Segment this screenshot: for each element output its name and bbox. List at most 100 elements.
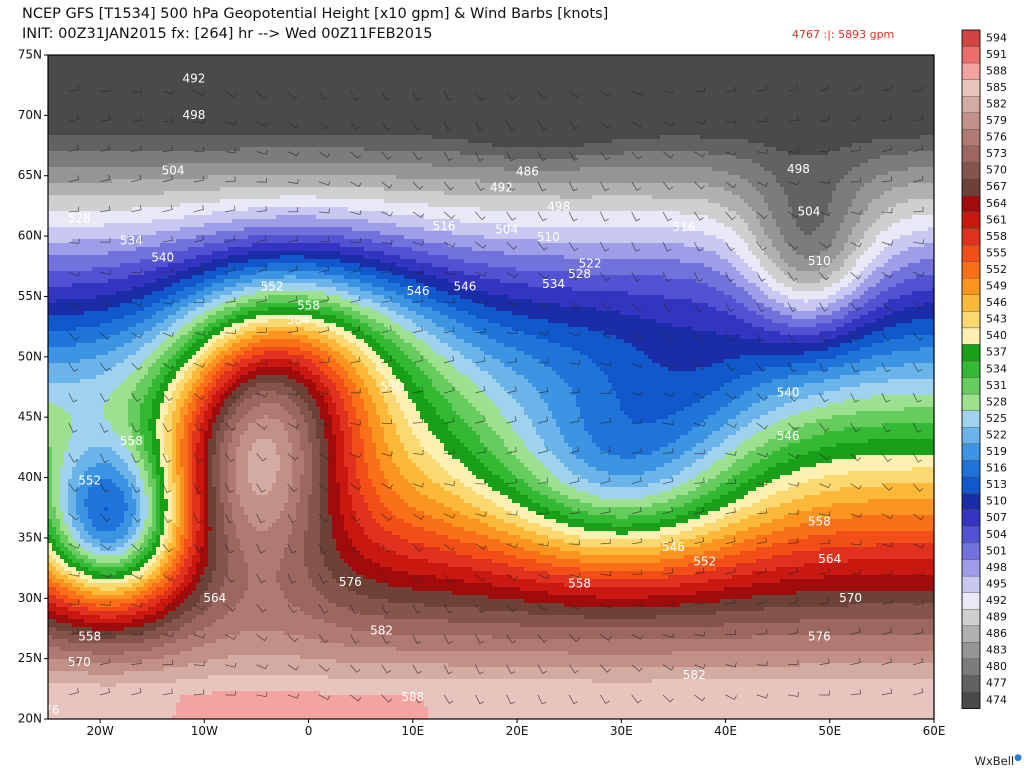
height-cell	[340, 91, 345, 96]
height-cell	[656, 95, 661, 100]
height-cell	[120, 55, 125, 60]
height-cell	[644, 91, 649, 96]
height-cell	[760, 59, 765, 64]
height-cell	[256, 59, 261, 64]
height-cell	[52, 107, 57, 112]
height-cell	[348, 107, 353, 112]
height-cell	[96, 59, 101, 64]
height-cell	[308, 87, 313, 92]
height-cell	[60, 87, 65, 92]
height-cell	[116, 95, 121, 100]
height-cell	[880, 55, 885, 60]
height-cell	[452, 111, 457, 116]
height-cell	[200, 99, 205, 104]
height-cell	[548, 79, 553, 84]
height-cell	[364, 111, 369, 116]
height-cell	[592, 91, 597, 96]
height-cell	[892, 75, 897, 80]
height-cell	[372, 103, 377, 108]
height-cell	[212, 91, 217, 96]
height-cell	[884, 63, 889, 68]
height-cell	[200, 63, 205, 68]
height-cell	[472, 99, 477, 104]
height-cell	[416, 79, 421, 84]
height-cell	[400, 55, 405, 60]
height-cell	[864, 83, 869, 88]
height-cell	[648, 59, 653, 64]
height-cell	[700, 63, 705, 68]
height-cell	[852, 107, 857, 112]
height-cell	[48, 71, 53, 76]
height-cell	[180, 63, 185, 68]
height-cell	[264, 99, 269, 104]
height-cell	[524, 83, 529, 88]
height-cell	[480, 67, 485, 72]
height-cell	[340, 79, 345, 84]
height-cell	[736, 63, 741, 68]
height-cell	[412, 79, 417, 84]
height-cell	[484, 95, 489, 100]
height-cell	[388, 59, 393, 64]
height-cell	[484, 103, 489, 108]
height-cell	[420, 107, 425, 112]
height-cell	[568, 71, 573, 76]
height-cell	[500, 71, 505, 76]
height-cell	[48, 67, 53, 72]
height-cell	[740, 99, 745, 104]
height-cell	[720, 111, 725, 116]
height-cell	[632, 71, 637, 76]
height-cell	[888, 67, 893, 72]
height-cell	[164, 111, 169, 116]
height-cell	[744, 91, 749, 96]
height-cell	[256, 95, 261, 100]
height-cell	[812, 95, 817, 100]
height-cell	[868, 103, 873, 108]
height-cell	[888, 95, 893, 100]
height-cell	[916, 103, 921, 108]
height-cell	[616, 67, 621, 72]
height-cell	[96, 91, 101, 96]
height-cell	[716, 75, 721, 80]
height-cell	[340, 111, 345, 116]
height-cell	[80, 103, 85, 108]
height-cell	[400, 111, 405, 116]
height-cell	[380, 107, 385, 112]
height-cell	[436, 59, 441, 64]
height-cell	[320, 103, 325, 108]
height-cell	[176, 71, 181, 76]
height-cell	[924, 79, 929, 84]
height-cell	[524, 107, 529, 112]
height-cell	[520, 103, 525, 108]
height-cell	[584, 55, 589, 60]
height-cell	[144, 87, 149, 92]
height-cell	[76, 111, 81, 116]
height-cell	[64, 111, 69, 116]
height-cell	[168, 79, 173, 84]
height-cell	[716, 83, 721, 88]
height-cell	[612, 107, 617, 112]
height-cell	[576, 63, 581, 68]
height-cell	[592, 83, 597, 88]
height-cell	[784, 71, 789, 76]
height-cell	[528, 99, 533, 104]
height-cell	[792, 111, 797, 116]
height-cell	[716, 79, 721, 84]
height-cell	[528, 59, 533, 64]
height-cell	[408, 59, 413, 64]
height-cell	[76, 71, 81, 76]
height-cell	[532, 103, 537, 108]
height-cell	[484, 59, 489, 64]
height-cell	[268, 99, 273, 104]
height-cell	[680, 103, 685, 108]
height-cell	[148, 83, 153, 88]
height-cell	[868, 59, 873, 64]
height-cell	[908, 71, 913, 76]
height-cell	[280, 67, 285, 72]
height-cell	[884, 103, 889, 108]
height-cell	[68, 99, 73, 104]
height-cell	[412, 67, 417, 72]
height-cell	[492, 59, 497, 64]
height-cell	[324, 63, 329, 68]
height-cell	[196, 103, 201, 108]
height-cell	[788, 63, 793, 68]
